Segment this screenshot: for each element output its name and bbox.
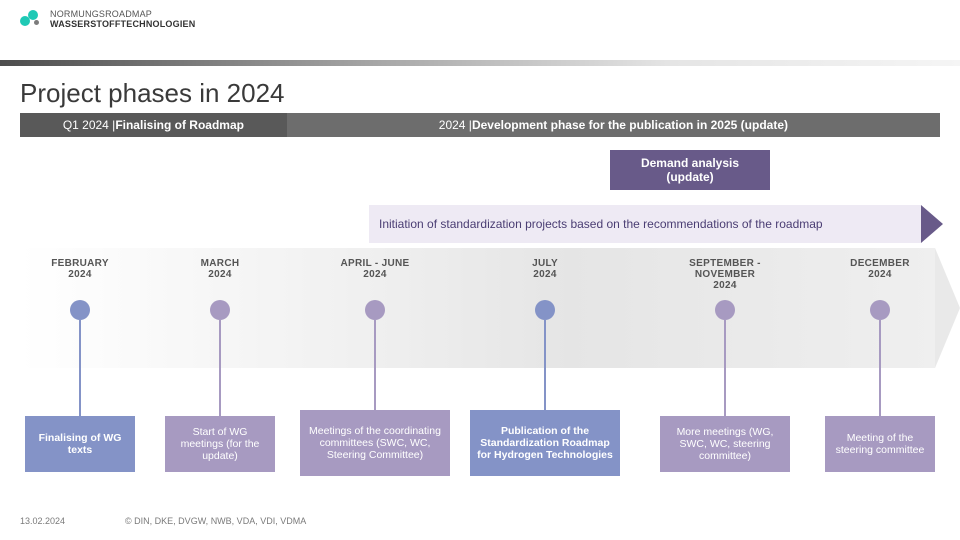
footer: 13.02.2024 © DIN, DKE, DVGW, NWB, VDA, V…: [20, 516, 306, 526]
milestone-stem-3: [544, 320, 546, 410]
milestone-dot-4: [715, 300, 735, 320]
demand-analysis-box: Demand analysis (update): [610, 150, 770, 190]
logo-icon: [20, 10, 44, 30]
timeline-background: [20, 248, 935, 368]
milestone-stem-2: [374, 320, 376, 410]
milestone-dot-2: [365, 300, 385, 320]
event-box-2: Meetings of the coordinating committees …: [300, 410, 450, 476]
milestone-dot-3: [535, 300, 555, 320]
phase-segment-0: Q1 2024 | Finalising of Roadmap: [20, 113, 287, 137]
phase-bar: Q1 2024 | Finalising of Roadmap2024 | De…: [20, 113, 940, 137]
milestone-stem-0: [79, 320, 81, 416]
milestone-stem-1: [219, 320, 221, 416]
event-box-4: More meetings (WG, SWC, WC, steering com…: [660, 416, 790, 472]
month-label-1: MARCH2024: [160, 258, 280, 280]
logo: NORMUNGSROADMAP WASSERSTOFFTECHNOLOGIEN: [20, 10, 195, 30]
month-label-2: APRIL - JUNE2024: [315, 258, 435, 280]
page-title: Project phases in 2024: [20, 78, 285, 109]
logo-text: NORMUNGSROADMAP WASSERSTOFFTECHNOLOGIEN: [50, 10, 195, 30]
month-label-5: DECEMBER2024: [820, 258, 940, 280]
milestone-dot-0: [70, 300, 90, 320]
initiation-bar: Initiation of standardization projects b…: [369, 205, 921, 243]
footer-date: 13.02.2024: [20, 516, 65, 526]
milestone-stem-4: [724, 320, 726, 416]
milestone-dot-5: [870, 300, 890, 320]
month-label-0: FEBRUARY2024: [20, 258, 140, 280]
top-gradient-bar: [0, 60, 960, 66]
month-label-3: JULY2024: [485, 258, 605, 280]
milestone-stem-5: [879, 320, 881, 416]
event-box-5: Meeting of the steering committee: [825, 416, 935, 472]
event-box-1: Start of WG meetings (for the update): [165, 416, 275, 472]
initiation-arrow-icon: [921, 205, 943, 243]
footer-copyright: © DIN, DKE, DVGW, NWB, VDA, VDI, VDMA: [125, 516, 306, 526]
month-label-4: SEPTEMBER - NOVEMBER2024: [665, 258, 785, 291]
event-box-0: Finalising of WG texts: [25, 416, 135, 472]
event-box-3: Publication of the Standardization Roadm…: [470, 410, 620, 476]
phase-segment-1: 2024 | Development phase for the publica…: [287, 113, 940, 137]
milestone-dot-1: [210, 300, 230, 320]
